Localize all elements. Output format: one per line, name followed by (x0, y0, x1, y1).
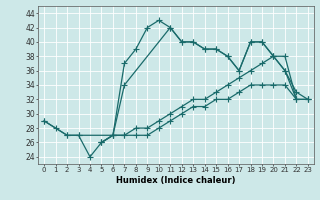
X-axis label: Humidex (Indice chaleur): Humidex (Indice chaleur) (116, 176, 236, 185)
